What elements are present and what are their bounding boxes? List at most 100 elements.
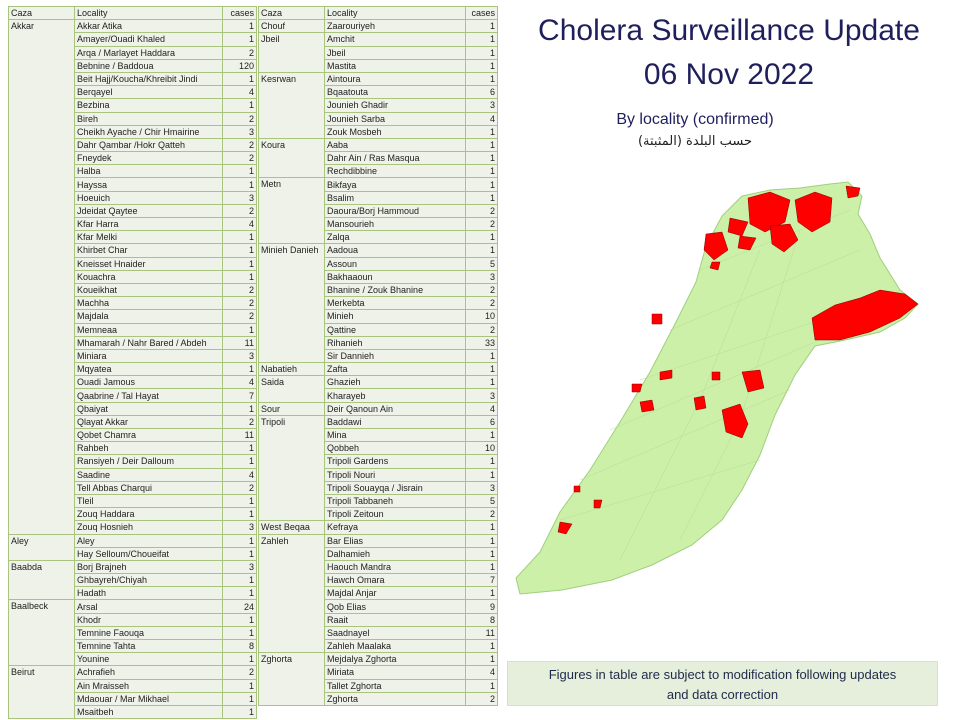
cases-cell: 2 bbox=[222, 45, 257, 60]
cases-cell: 2 bbox=[222, 665, 257, 680]
lebanon-cases-map bbox=[515, 181, 919, 595]
cases-cell: 2 bbox=[222, 282, 257, 298]
cases-cell: 2 bbox=[222, 137, 257, 153]
locality-cell: Kneisset Hnaider bbox=[74, 256, 223, 271]
cases-cell: 1 bbox=[465, 638, 498, 654]
cases-cell: 3 bbox=[465, 98, 498, 113]
locality-cell: Kfar Melki bbox=[74, 230, 223, 245]
table-row: Jbeil Amchit 1 bbox=[258, 32, 498, 73]
table-row: Bireh 2 bbox=[9, 111, 257, 126]
locality-cell: Khodr bbox=[74, 612, 223, 627]
report-date: 06 Nov 2022 bbox=[643, 58, 815, 91]
table-row: Koueikhat 2 bbox=[9, 282, 257, 298]
table-row: Qattine 2 bbox=[259, 322, 498, 337]
cases-cell: 11 bbox=[222, 335, 257, 350]
cases-cell: 1 bbox=[222, 586, 257, 601]
cases-cell: 4 bbox=[222, 216, 257, 232]
table-row: Baabda Borj Brajneh 3 bbox=[8, 559, 257, 601]
table-row: Sir Dannieh 1 bbox=[259, 348, 498, 364]
cases-cell: 4 bbox=[222, 467, 257, 482]
caza-cell: Baabda bbox=[8, 559, 75, 601]
table-row: Jbeil 1 bbox=[259, 45, 498, 60]
cases-cell: 2 bbox=[465, 282, 498, 298]
locality-cell: Temnine Tahta bbox=[74, 638, 223, 654]
locality-cell: Zaarouriyeh bbox=[324, 19, 466, 34]
table-row: Zghorta 2 bbox=[259, 691, 498, 706]
cases-cell: 1 bbox=[465, 559, 498, 575]
locality-cell: Aadoua bbox=[324, 243, 466, 258]
cases-cell: 7 bbox=[465, 573, 498, 588]
locality-cell: Kefraya bbox=[324, 520, 466, 535]
table-row: Minieh Danieh Aadoua 1 bbox=[258, 243, 498, 364]
cases-cell: 2 bbox=[222, 480, 257, 495]
cases-cell: 2 bbox=[465, 216, 498, 232]
locality-cell: Msaitbeh bbox=[74, 704, 223, 720]
table-row: Aley Aley 1 bbox=[8, 533, 257, 561]
cases-cell: 1 bbox=[222, 546, 257, 561]
table-row: Jounieh Sarba 4 bbox=[259, 111, 498, 126]
table-row: Memneaa 1 bbox=[9, 322, 257, 337]
header-locality: Locality bbox=[324, 5, 466, 21]
locality-cell: Bebnine / Baddoua bbox=[74, 58, 223, 73]
locality-cell: Akkar Atika bbox=[74, 19, 223, 34]
cases-cell: 3 bbox=[222, 348, 257, 364]
locality-cell: Tripoli Gardens bbox=[324, 454, 466, 469]
locality-cell: Mhamarah / Nahr Bared / Abdeh bbox=[74, 335, 223, 350]
cases-cell: 1 bbox=[222, 98, 257, 113]
table-row: Kesrwan Aintoura 1 bbox=[258, 71, 498, 139]
locality-cell: Saadine bbox=[74, 467, 223, 482]
table-row: Tripoli Baddawi 6 bbox=[258, 414, 498, 522]
cases-cell: 6 bbox=[465, 414, 498, 430]
locality-cell: Bqaatouta bbox=[324, 85, 466, 100]
table-row: Jounieh Ghadir 3 bbox=[259, 98, 498, 113]
table-row: Chouf Zaarouriyeh 1 bbox=[258, 19, 498, 34]
cases-cell: 1 bbox=[222, 704, 257, 720]
locality-cell: Zghorta bbox=[324, 691, 466, 706]
cases-table-right: Caza Locality cases Chouf Zaarouriyeh 1 Jbeil A… bbox=[258, 5, 498, 706]
cases-cell: 11 bbox=[222, 427, 257, 443]
locality-cell: Bhanine / Zouk Bhanine bbox=[324, 282, 466, 298]
cases-cell: 2 bbox=[222, 309, 257, 324]
cases-cell: 1 bbox=[222, 269, 257, 284]
locality-cell: Aley bbox=[74, 533, 223, 548]
cases-cell: 6 bbox=[465, 85, 498, 100]
cases-cell: 1 bbox=[465, 164, 498, 179]
cases-cell: 2 bbox=[222, 111, 257, 126]
cases-cell: 3 bbox=[465, 388, 498, 403]
cases-cell: 2 bbox=[465, 691, 498, 706]
cases-cell: 1 bbox=[222, 573, 257, 588]
header-locality: Locality bbox=[74, 5, 223, 21]
cases-cell: 4 bbox=[465, 401, 498, 416]
table-row: Khirbet Char 1 bbox=[9, 243, 257, 258]
cases-cell: 1 bbox=[465, 362, 498, 377]
table-header-row: Caza Locality cases bbox=[258, 5, 498, 21]
table-row: Bebnine / Baddoua 120 bbox=[9, 58, 257, 73]
locality-cell: Rechdibbine bbox=[324, 164, 466, 179]
cases-cell: 2 bbox=[465, 322, 498, 337]
caza-cell: Metn bbox=[258, 177, 325, 245]
table-row: Sour Deir Qanoun Ain 4 bbox=[258, 401, 498, 416]
table-row: Zahleh Bar Elias 1 bbox=[258, 533, 498, 654]
cases-cell: 1 bbox=[465, 427, 498, 443]
subtitle-english: By locality (confirmed) bbox=[616, 111, 774, 128]
table-row: Hayssa 1 bbox=[9, 177, 257, 192]
cases-cell: 1 bbox=[222, 401, 257, 416]
locality-cell: Zalqa bbox=[324, 230, 466, 245]
cases-cell: 33 bbox=[465, 335, 498, 350]
cases-cell: 1 bbox=[222, 441, 257, 456]
caza-cell: Jbeil bbox=[258, 32, 325, 73]
locality-cell: Kfar Harra bbox=[74, 216, 223, 232]
cases-cell: 1 bbox=[222, 507, 257, 522]
locality-cell: Borj Brajneh bbox=[74, 559, 223, 575]
table-row: Machha 2 bbox=[9, 296, 257, 311]
table-row: Akkar Akkar Atika 1 bbox=[8, 19, 257, 535]
cases-cell: 1 bbox=[465, 533, 498, 548]
locality-cell: Dahr Ain / Ras Masqua bbox=[324, 151, 466, 166]
locality-cell: Ain Mraisseh bbox=[74, 678, 223, 693]
locality-cell: Mdaouar / Mar Mikhael bbox=[74, 691, 223, 706]
locality-cell: Hadath bbox=[74, 586, 223, 601]
table-row: Bezbina 1 bbox=[9, 98, 257, 113]
locality-cell: Qob Elias bbox=[324, 599, 466, 614]
locality-cell: Jdeidat Qaytee bbox=[74, 203, 223, 219]
locality-cell: Rihanieh bbox=[324, 335, 466, 350]
